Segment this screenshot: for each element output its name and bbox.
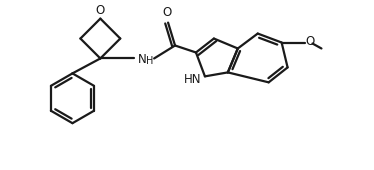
Text: O: O [96,4,105,17]
Text: O: O [162,6,172,19]
Text: HN: HN [183,73,201,86]
Text: H: H [145,56,153,66]
Text: O: O [306,35,315,48]
Text: N: N [138,53,147,66]
